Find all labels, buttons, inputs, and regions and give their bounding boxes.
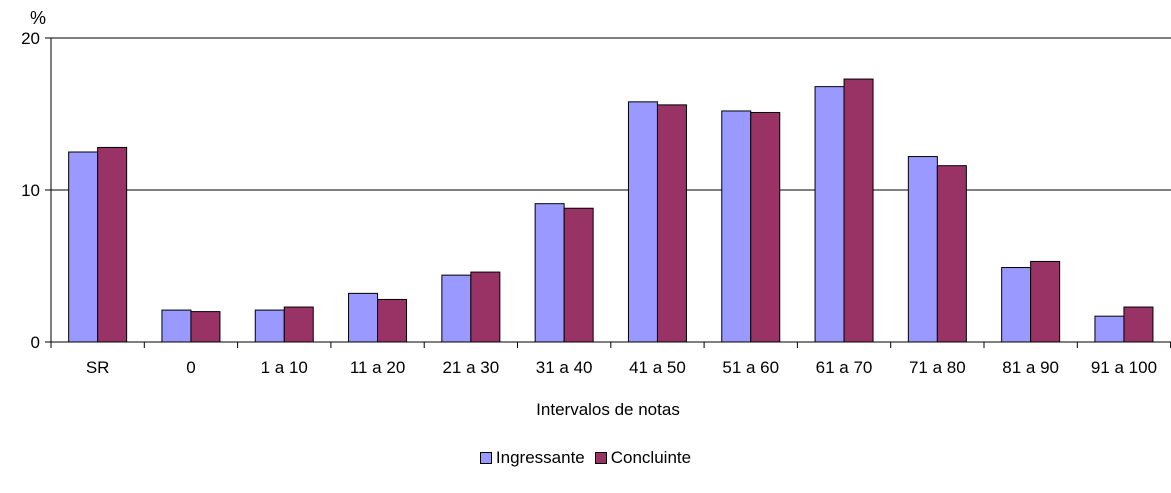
gridlines: [51, 37, 1171, 191]
bar-concluinte-2: [283, 306, 314, 343]
x-tick-label: 1 a 10: [261, 358, 308, 377]
x-tick-label: 91 a 100: [1091, 358, 1157, 377]
bar-concluinte-4: [470, 271, 501, 343]
bar-ingressante-1: [161, 309, 192, 343]
x-tick-label: 61 a 70: [816, 358, 873, 377]
legend-label-ingressante: Ingressante: [495, 448, 585, 467]
legend-swatch-ingressante: [479, 452, 492, 464]
bar-concluinte-0: [97, 146, 128, 343]
bar-ingressante-9: [907, 156, 938, 343]
legend-label-concluinte: Concluinte: [610, 448, 692, 467]
bar-ingressante-6: [627, 101, 658, 343]
bars: [68, 78, 1154, 343]
bar-ingressante-5: [534, 203, 565, 343]
bar-concluinte-3: [377, 298, 408, 343]
bar-ingressante-4: [441, 274, 472, 343]
y-tick-label: 20: [21, 29, 40, 48]
legend-swatch-concluinte: [594, 452, 607, 464]
legend-item-concluinte: Concluinte: [594, 448, 692, 468]
bar-ingressante-8: [814, 86, 845, 343]
bar-ingressante-0: [68, 151, 99, 343]
axes: [45, 37, 1171, 348]
bar-concluinte-1: [190, 311, 221, 343]
bar-ingressante-10: [1001, 267, 1032, 343]
bar-ingressante-3: [348, 292, 379, 343]
x-tick-label: 71 a 80: [909, 358, 966, 377]
bar-concluinte-6: [656, 104, 687, 343]
x-tick-label: 0: [186, 358, 195, 377]
bar-concluinte-11: [1123, 306, 1154, 343]
bar-concluinte-9: [936, 165, 967, 343]
x-tick-label: 21 a 30: [442, 358, 499, 377]
bar-concluinte-7: [750, 111, 781, 343]
legend-item-ingressante: Ingressante: [479, 448, 585, 468]
bar-concluinte-5: [563, 207, 594, 343]
x-tick-label: 51 a 60: [722, 358, 779, 377]
tick-labels: 0 10 20 SR 0 1 a 10 11 a 20 21 a 30 31 a 40 41 a …: [21, 29, 1157, 377]
y-unit-label: %: [30, 8, 46, 28]
bar-ingressante-11: [1094, 315, 1125, 343]
x-tick-label: SR: [86, 358, 110, 377]
x-tick-label: 31 a 40: [536, 358, 593, 377]
bar-ingressante-2: [254, 309, 285, 343]
x-tick-label: 41 a 50: [629, 358, 686, 377]
legend: Ingressante Concluinte: [0, 447, 1171, 469]
y-tick-label: 10: [21, 181, 40, 200]
y-tick-label: 0: [31, 333, 40, 352]
bar-concluinte-10: [1030, 260, 1061, 343]
bar-concluinte-8: [843, 78, 874, 343]
x-tick-label: 81 a 90: [1002, 358, 1059, 377]
x-tick-label: 11 a 20: [350, 358, 405, 377]
bar-ingressante-7: [721, 110, 752, 343]
x-axis-title: Intervalos de notas: [536, 400, 680, 419]
